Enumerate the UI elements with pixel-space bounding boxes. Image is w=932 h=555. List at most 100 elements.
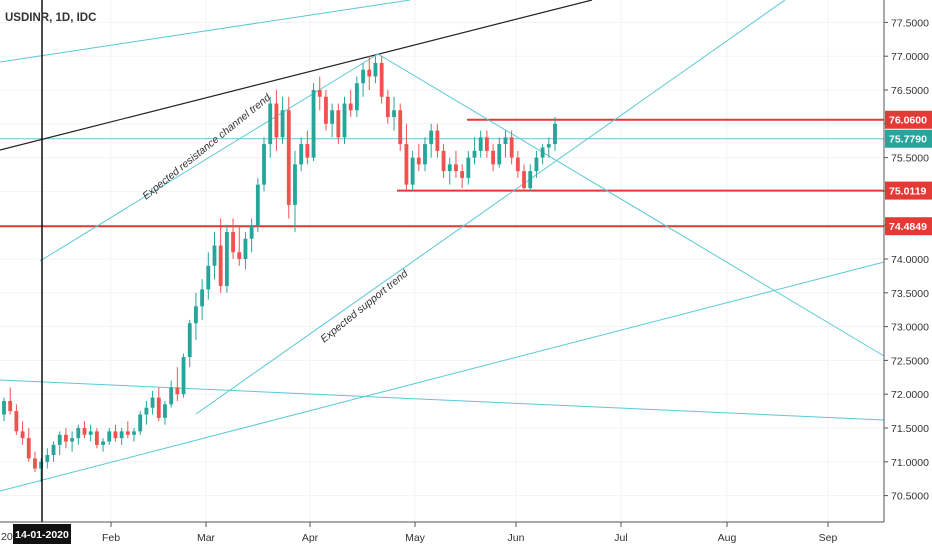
resistance-channel-upper-line[interactable] <box>0 0 411 63</box>
candle-body <box>218 245 223 287</box>
candle-body <box>454 164 458 172</box>
y-tick-label: 74.0000 <box>891 254 929 266</box>
crosshair-date-badge: 14-01-2020 <box>13 524 71 544</box>
candle-body <box>88 431 93 435</box>
y-tick-label: 75.5000 <box>891 153 929 165</box>
interval-label: 1D <box>55 12 70 24</box>
candle-body <box>8 400 13 412</box>
candle-body <box>540 147 545 158</box>
candle-body <box>231 231 235 253</box>
resistance-channel-lower-line[interactable] <box>39 53 379 262</box>
candle-body <box>293 164 297 205</box>
price-label-badge <box>885 129 932 148</box>
y-tick-label: 77.5000 <box>891 17 929 29</box>
candle-body <box>379 62 384 97</box>
price-label-text: 75.7790 <box>889 134 927 146</box>
candle-body <box>138 414 143 432</box>
candle-body <box>354 83 359 111</box>
candle-body <box>299 144 304 165</box>
price-label-badge <box>885 181 932 200</box>
x-tick-label: Jul <box>614 532 627 544</box>
candle-body <box>82 428 87 435</box>
candle-body <box>113 431 118 439</box>
candle-body <box>423 144 427 165</box>
annotation-resistance: Expected resistance channel trend <box>140 91 274 202</box>
candle-body <box>330 110 335 124</box>
black-resistance-trend-line[interactable] <box>0 0 593 151</box>
candle-body <box>460 171 465 178</box>
settings-corner[interactable] <box>884 522 932 550</box>
candle-body <box>156 397 161 418</box>
time-axis[interactable]: 20 Feb Mar Apr May Jun Jul Aug Sep <box>0 521 932 550</box>
downtrend-line[interactable] <box>377 53 885 357</box>
candles <box>2 56 557 483</box>
candle-body <box>472 150 477 158</box>
candle-body <box>503 137 508 145</box>
candle-body <box>51 444 56 456</box>
y-tick-label: 72.0000 <box>891 389 929 401</box>
candle-body <box>447 164 452 172</box>
price-label-text: 76.0600 <box>889 115 927 127</box>
x-tick-label: May <box>405 532 426 544</box>
candle-body <box>367 69 372 77</box>
candle-body <box>515 157 520 172</box>
y-tick-label: 73.0000 <box>891 322 929 334</box>
price-label-text: 74.4849 <box>889 221 927 233</box>
candle-body <box>224 231 229 287</box>
candle-body <box>39 461 44 469</box>
price-label-text: 75.0119 <box>889 186 927 198</box>
candle-body <box>429 130 434 145</box>
x-axis-edge-label: 20 <box>1 531 13 543</box>
candle-body <box>237 252 242 259</box>
price-axis[interactable]: 70.5000 71.0000 71.5000 72.0000 72.5000 73.00… <box>883 0 932 522</box>
candle-body <box>212 245 217 266</box>
candle-body <box>268 103 273 145</box>
x-tick-label: Feb <box>102 532 120 544</box>
y-tick-label: 77.0000 <box>891 51 929 63</box>
candle-body <box>45 455 50 462</box>
price-labels: 76.0600 75.7790 75.0119 74.4849 <box>885 110 932 236</box>
candle-body <box>286 110 291 205</box>
x-tick-label: Sep <box>819 532 838 544</box>
candle-body <box>255 184 260 226</box>
chart-header: USDINR, 1D, IDC <box>5 12 96 24</box>
support-trend-line[interactable] <box>195 0 786 415</box>
trend-lines <box>0 0 885 492</box>
price-label-badge <box>885 217 932 236</box>
candle-body <box>33 458 37 469</box>
candle-body <box>125 431 130 435</box>
candle-body <box>404 144 409 185</box>
candle-body <box>26 438 31 459</box>
candle-body <box>342 103 347 138</box>
candle-body <box>144 407 149 415</box>
descending-line[interactable] <box>0 379 885 421</box>
candle-body <box>200 289 205 307</box>
candle-body <box>324 96 328 124</box>
candle-body <box>385 96 390 118</box>
candle-body <box>336 110 341 138</box>
candle-body <box>274 103 279 138</box>
price-label-badge <box>885 110 932 129</box>
candle-body <box>528 171 533 189</box>
candle-body <box>175 387 180 395</box>
candle-body <box>522 171 526 189</box>
y-tick-label: 71.5000 <box>891 423 929 435</box>
candle-body <box>194 306 198 324</box>
horizontal-levels <box>0 118 884 228</box>
candle-body <box>101 441 105 445</box>
candle-body <box>63 434 68 442</box>
y-tick-label: 70.5000 <box>891 491 929 503</box>
crosshair-date-label: 14-01-2020 <box>15 529 69 541</box>
long-support-line[interactable] <box>0 261 885 492</box>
grid <box>0 0 884 522</box>
candle-body <box>311 90 316 158</box>
x-tick-label: Apr <box>302 532 319 544</box>
candle-body <box>410 157 415 185</box>
candle-body <box>262 144 266 185</box>
candle-body <box>2 400 6 415</box>
candle-body <box>435 130 440 151</box>
y-tick-label: 71.0000 <box>891 457 929 469</box>
x-tick-label: Mar <box>197 532 216 544</box>
candle-body <box>509 137 514 158</box>
